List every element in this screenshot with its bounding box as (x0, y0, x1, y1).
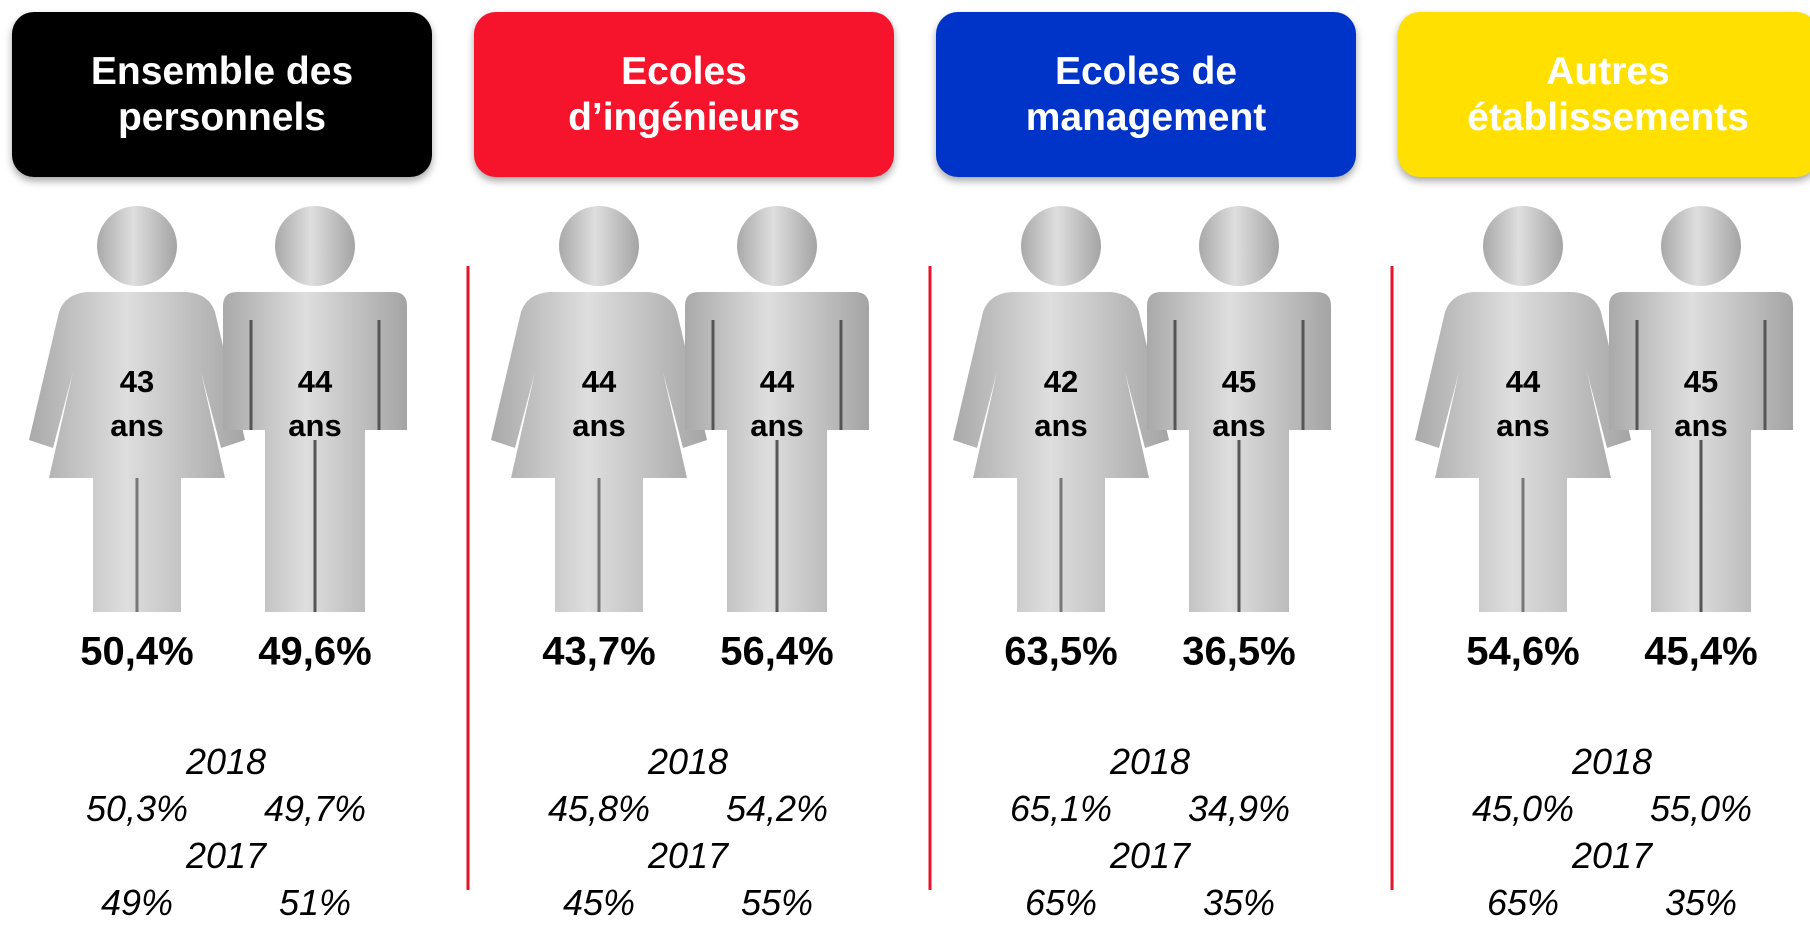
history-woman: 50,3% (86, 788, 188, 830)
history-man: 49,7% (264, 788, 366, 830)
man-head (1199, 206, 1279, 286)
age-unit: ans (1212, 408, 1265, 444)
history-woman: 65,1% (1010, 788, 1112, 830)
history-year: 2017 (1572, 835, 1652, 877)
man-share: 49,6% (258, 630, 371, 675)
woman-head (1021, 206, 1101, 286)
age-unit: ans (110, 408, 163, 444)
history-man: 55% (741, 882, 813, 924)
man-age: 44 (298, 364, 332, 400)
man-age: 45 (1222, 364, 1256, 400)
history-year: 2017 (186, 835, 266, 877)
age-unit: ans (750, 408, 803, 444)
age-unit: ans (572, 408, 625, 444)
panel-title: Ecoles de management (991, 49, 1301, 141)
woman-share: 63,5% (1004, 630, 1117, 675)
history-woman: 65% (1487, 882, 1559, 924)
panel-header: Ecoles d’ingénieurs (474, 12, 894, 177)
history-year: 2018 (1572, 741, 1652, 783)
panel-title: Ecoles d’ingénieurs (529, 49, 839, 141)
history-year: 2018 (648, 741, 728, 783)
woman-age: 42 (1044, 364, 1078, 400)
history-man: 34,9% (1188, 788, 1290, 830)
history-man: 54,2% (726, 788, 828, 830)
panel-title: Ensemble des personnels (67, 49, 377, 141)
man-age: 45 (1684, 364, 1718, 400)
age-unit: ans (1496, 408, 1549, 444)
woman-age: 43 (120, 364, 154, 400)
history-man: 35% (1203, 882, 1275, 924)
woman-head (97, 206, 177, 286)
woman-share: 54,6% (1466, 630, 1579, 675)
man-share: 45,4% (1644, 630, 1757, 675)
age-unit: ans (1674, 408, 1727, 444)
history-woman: 49% (101, 882, 173, 924)
woman-share: 43,7% (542, 630, 655, 675)
man-head (275, 206, 355, 286)
panel-header: Ensemble des personnels (12, 12, 432, 177)
history-woman: 45,8% (548, 788, 650, 830)
woman-share: 50,4% (80, 630, 193, 675)
age-unit: ans (1034, 408, 1087, 444)
history-year: 2018 (186, 741, 266, 783)
infographic: Ensemble des personnels 43 ans 44 ans 50,4% 49… (0, 0, 1810, 934)
history-year: 2017 (648, 835, 728, 877)
woman-age: 44 (1506, 364, 1540, 400)
woman-head (1483, 206, 1563, 286)
history-man: 55,0% (1650, 788, 1752, 830)
woman-head (559, 206, 639, 286)
history-man: 35% (1665, 882, 1737, 924)
history-year: 2017 (1110, 835, 1190, 877)
history-woman: 65% (1025, 882, 1097, 924)
history-man: 51% (279, 882, 351, 924)
panel-header: Ecoles de management (936, 12, 1356, 177)
history-year: 2018 (1110, 741, 1190, 783)
woman-age: 44 (582, 364, 616, 400)
man-share: 56,4% (720, 630, 833, 675)
man-head (737, 206, 817, 286)
panel-header: Autres établissements (1398, 12, 1810, 177)
panel-title: Autres établissements (1453, 49, 1763, 141)
man-age: 44 (760, 364, 794, 400)
man-share: 36,5% (1182, 630, 1295, 675)
age-unit: ans (288, 408, 341, 444)
history-woman: 45,0% (1472, 788, 1574, 830)
history-woman: 45% (563, 882, 635, 924)
man-head (1661, 206, 1741, 286)
